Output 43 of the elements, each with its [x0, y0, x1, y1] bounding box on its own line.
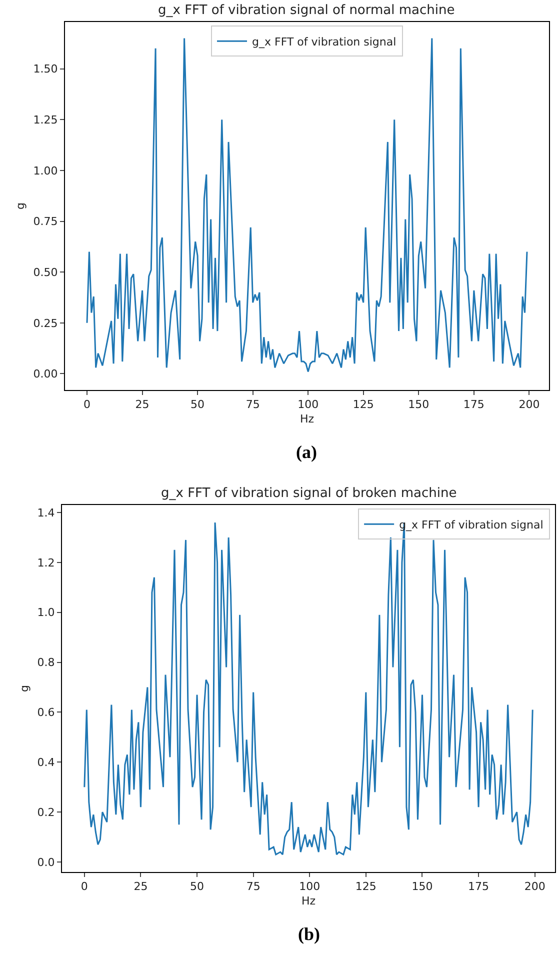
y-tick-label: 1.00	[33, 164, 58, 178]
y-tick-label: 1.0	[37, 606, 55, 620]
y-tick-label: 0.00	[33, 368, 58, 381]
x-tick-label: 75	[246, 880, 260, 894]
x-tick-label: 150	[408, 398, 430, 412]
x-tick-label: 25	[135, 398, 150, 412]
chart-title: g_x FFT of vibration signal of broken machine	[161, 486, 457, 501]
y-axis-title: g	[18, 685, 31, 692]
y-tick-label: 1.25	[33, 113, 58, 126]
x-tick-label: 125	[352, 398, 374, 412]
text: (b)	[298, 924, 320, 944]
x-tick-label: 100	[299, 880, 320, 894]
y-tick-label: 0.6	[37, 706, 55, 720]
x-tick-label: 50	[190, 398, 205, 412]
chart-title: g_x FFT of vibration signal of normal machine	[158, 3, 455, 18]
x-axis-title: Hz	[300, 412, 314, 426]
x-tick-label: 125	[355, 880, 376, 894]
legend-label: g_x FFT of vibration signal	[252, 35, 396, 48]
x-tick-label: 150	[412, 880, 433, 894]
x-tick-label: 175	[463, 398, 484, 412]
y-tick-label: 1.50	[33, 62, 58, 76]
y-tick-label: 0.75	[33, 215, 58, 228]
y-axis-title: g	[14, 202, 27, 210]
y-tick-label: 1.4	[37, 506, 55, 520]
line-series	[86, 38, 528, 372]
x-tick-label: 75	[246, 398, 260, 412]
x-tick-label: 25	[134, 880, 148, 894]
x-axis-title: Hz	[301, 894, 316, 908]
text: (a)	[296, 442, 317, 462]
y-tick-label: 0.25	[33, 316, 58, 330]
x-tick-label: 200	[518, 398, 540, 412]
y-tick-label: 0.2	[37, 806, 55, 819]
y-tick-label: 0.8	[37, 656, 55, 670]
x-tick-label: 0	[84, 398, 90, 412]
y-tick-label: 0.4	[37, 756, 55, 769]
y-tick-label: 0.0	[37, 856, 55, 869]
y-tick-label: 0.50	[33, 266, 58, 279]
x-tick-label: 50	[190, 880, 204, 894]
x-tick-label: 200	[524, 880, 546, 894]
x-tick-label: 175	[468, 880, 490, 894]
x-tick-label: 100	[298, 398, 319, 412]
x-tick-label: 0	[80, 880, 88, 894]
y-tick-label: 1.2	[37, 556, 55, 570]
